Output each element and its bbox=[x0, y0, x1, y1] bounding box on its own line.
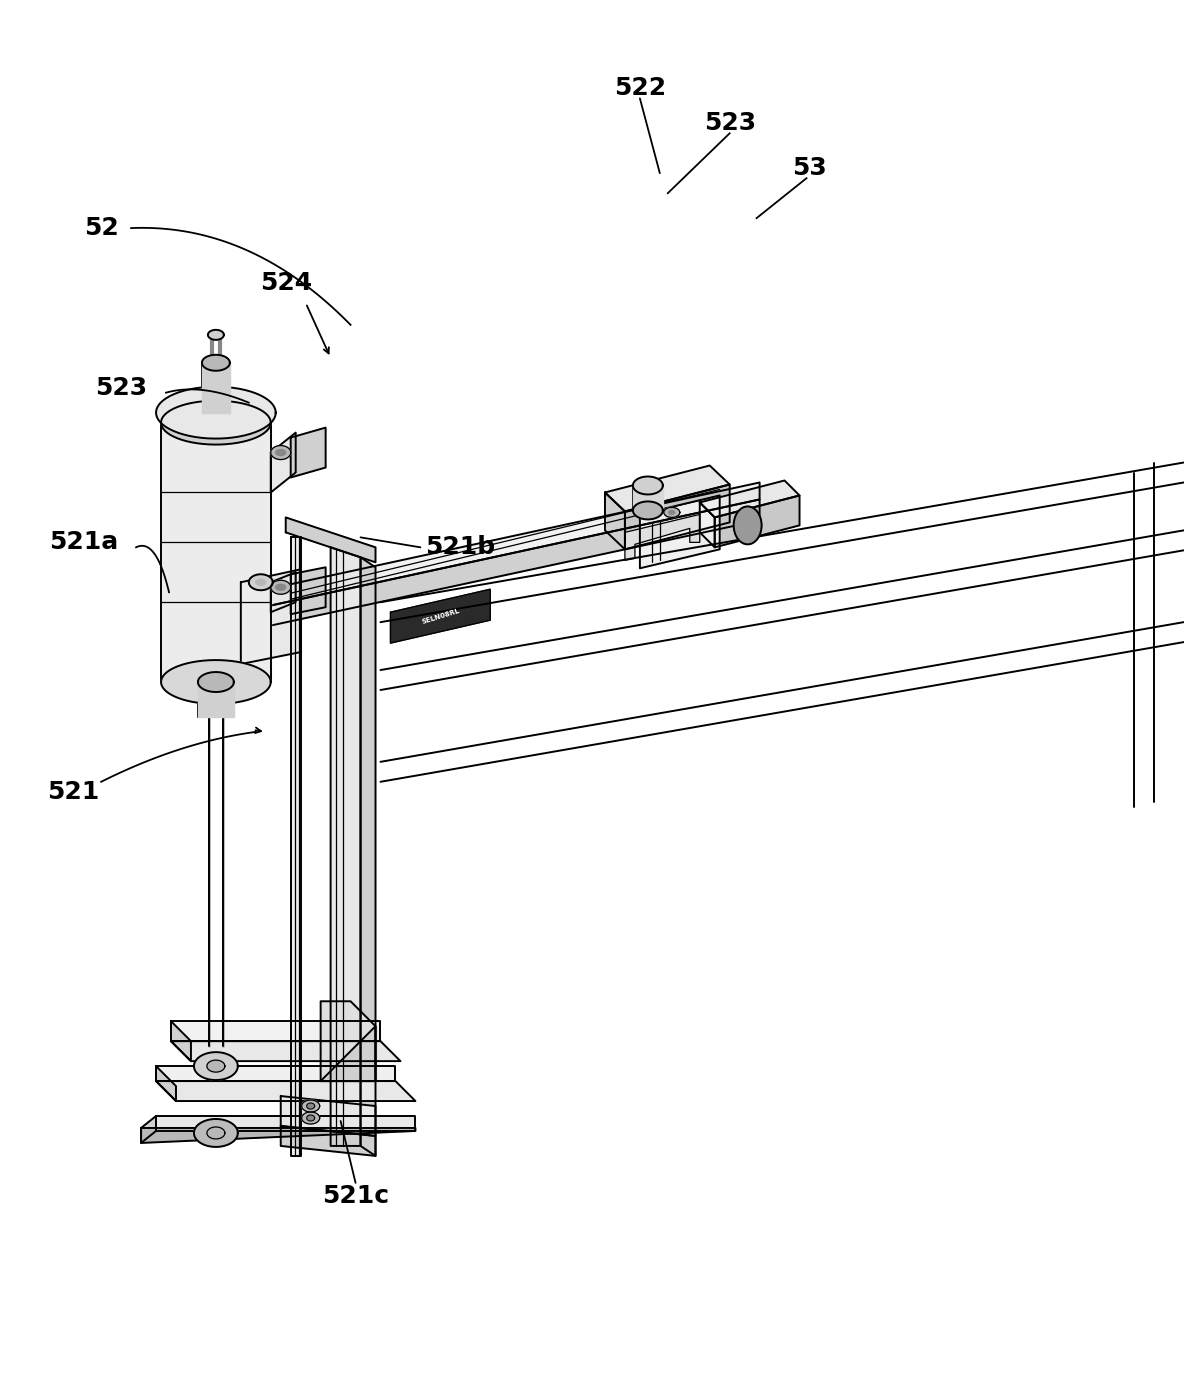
Polygon shape bbox=[281, 1126, 376, 1155]
Polygon shape bbox=[290, 538, 301, 1155]
Polygon shape bbox=[290, 567, 326, 614]
Polygon shape bbox=[606, 492, 624, 549]
Polygon shape bbox=[171, 1021, 380, 1041]
Polygon shape bbox=[633, 485, 662, 510]
Polygon shape bbox=[207, 1060, 225, 1072]
Text: 523: 523 bbox=[95, 376, 147, 399]
Text: 521c: 521c bbox=[322, 1184, 389, 1208]
Polygon shape bbox=[161, 401, 270, 445]
Polygon shape bbox=[270, 433, 296, 492]
Polygon shape bbox=[391, 589, 491, 643]
Polygon shape bbox=[286, 517, 376, 562]
Text: SELN08RL: SELN08RL bbox=[421, 608, 460, 625]
Polygon shape bbox=[156, 1066, 396, 1081]
Polygon shape bbox=[302, 1113, 320, 1124]
Polygon shape bbox=[141, 1128, 416, 1143]
Text: 53: 53 bbox=[792, 156, 827, 180]
Polygon shape bbox=[633, 477, 662, 495]
Polygon shape bbox=[161, 423, 270, 683]
Polygon shape bbox=[207, 330, 224, 340]
Text: 523: 523 bbox=[704, 112, 756, 135]
Polygon shape bbox=[198, 672, 233, 692]
Polygon shape bbox=[624, 514, 700, 560]
Polygon shape bbox=[171, 1041, 401, 1061]
Polygon shape bbox=[171, 1021, 191, 1061]
Text: 521b: 521b bbox=[425, 535, 495, 560]
Polygon shape bbox=[270, 572, 296, 612]
Polygon shape bbox=[194, 1119, 238, 1147]
Polygon shape bbox=[207, 1126, 225, 1139]
Polygon shape bbox=[156, 1066, 177, 1101]
Polygon shape bbox=[700, 481, 800, 517]
Polygon shape bbox=[664, 507, 680, 517]
Text: 522: 522 bbox=[614, 76, 666, 101]
Polygon shape bbox=[290, 427, 326, 478]
Polygon shape bbox=[276, 585, 286, 590]
Polygon shape bbox=[156, 387, 276, 438]
Polygon shape bbox=[700, 503, 715, 547]
Text: 521: 521 bbox=[47, 779, 100, 804]
Polygon shape bbox=[161, 661, 270, 703]
Polygon shape bbox=[606, 466, 730, 511]
Text: 521a: 521a bbox=[49, 531, 117, 554]
Polygon shape bbox=[270, 445, 290, 460]
Ellipse shape bbox=[734, 506, 762, 545]
Polygon shape bbox=[281, 1096, 376, 1136]
Polygon shape bbox=[321, 1027, 376, 1081]
Polygon shape bbox=[624, 485, 730, 549]
Polygon shape bbox=[270, 580, 290, 594]
Polygon shape bbox=[241, 569, 301, 665]
Polygon shape bbox=[156, 1117, 416, 1130]
Polygon shape bbox=[194, 1052, 238, 1081]
Polygon shape bbox=[249, 575, 273, 590]
Polygon shape bbox=[302, 1100, 320, 1113]
Polygon shape bbox=[715, 496, 800, 547]
Polygon shape bbox=[307, 1115, 315, 1121]
Polygon shape bbox=[276, 449, 286, 456]
Polygon shape bbox=[156, 1081, 416, 1101]
Polygon shape bbox=[141, 1117, 156, 1143]
Polygon shape bbox=[231, 482, 760, 614]
Polygon shape bbox=[201, 355, 230, 370]
Polygon shape bbox=[321, 1002, 376, 1081]
Polygon shape bbox=[231, 499, 760, 634]
Polygon shape bbox=[633, 502, 662, 520]
Polygon shape bbox=[331, 547, 360, 1146]
Text: 52: 52 bbox=[84, 216, 118, 240]
Polygon shape bbox=[640, 496, 719, 568]
Polygon shape bbox=[201, 362, 230, 413]
Polygon shape bbox=[198, 683, 233, 717]
Polygon shape bbox=[668, 510, 674, 514]
Polygon shape bbox=[360, 557, 376, 1155]
Polygon shape bbox=[307, 1103, 315, 1108]
Text: 524: 524 bbox=[260, 271, 312, 294]
Polygon shape bbox=[256, 579, 265, 585]
